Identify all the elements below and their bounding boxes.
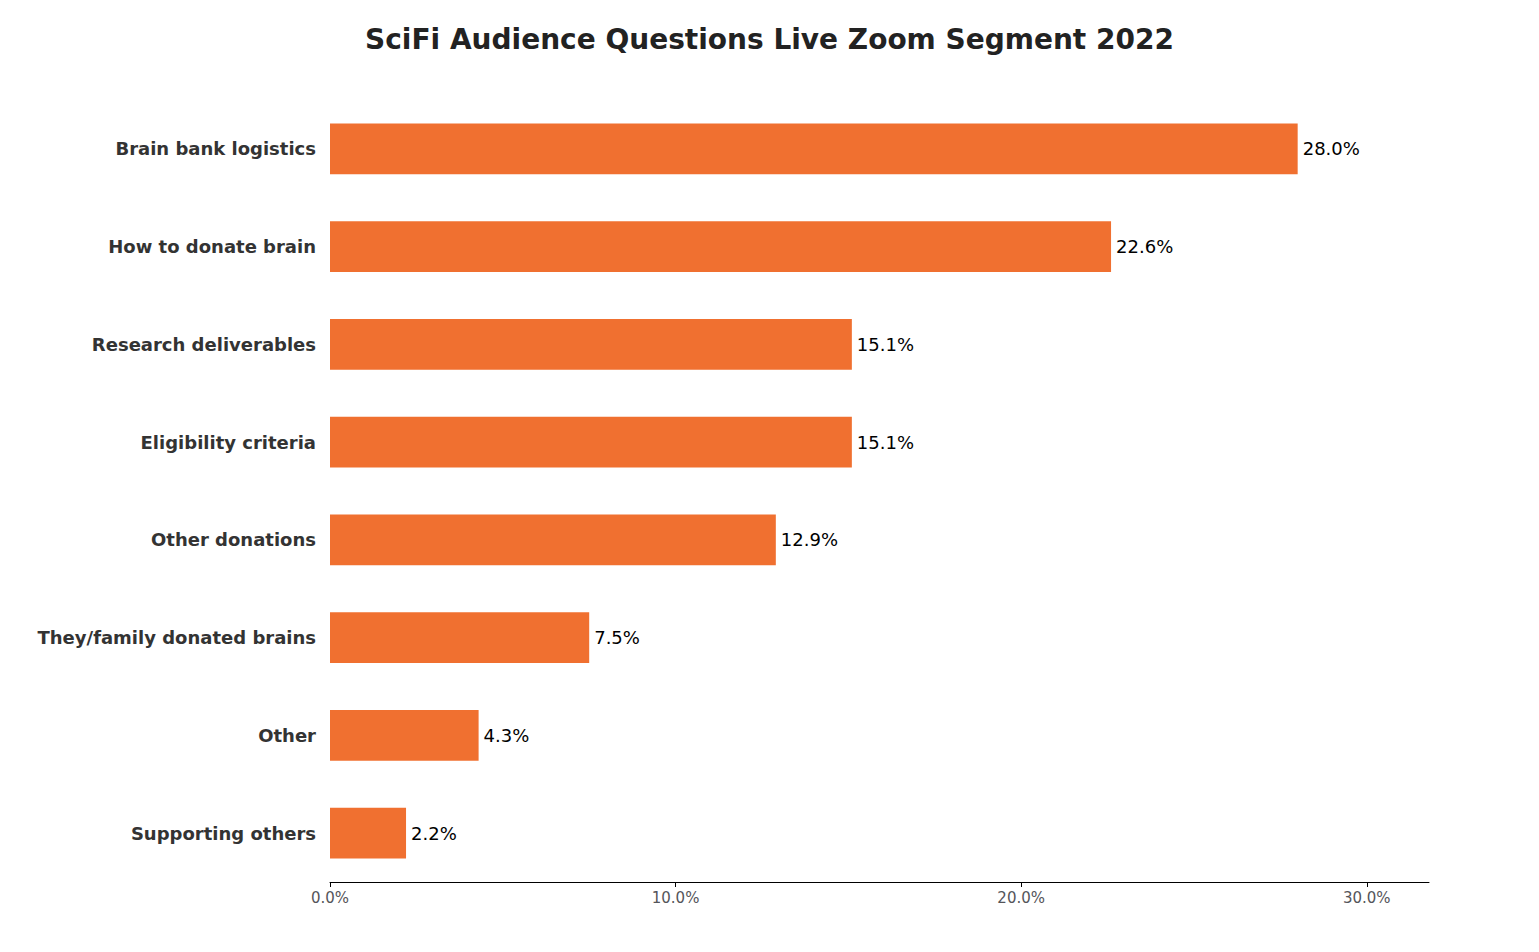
svg-text:0.0%: 0.0% (311, 889, 349, 907)
svg-text:How to donate brain: How to donate brain (108, 236, 316, 257)
svg-text:Supporting others: Supporting others (131, 823, 316, 844)
svg-text:They/family donated brains: They/family donated brains (38, 627, 316, 648)
svg-text:15.1%: 15.1% (857, 334, 914, 355)
svg-text:20.0%: 20.0% (997, 889, 1045, 907)
svg-text:Eligibility criteria: Eligibility criteria (141, 432, 316, 453)
svg-text:Research deliverables: Research deliverables (92, 334, 316, 355)
svg-text:15.1%: 15.1% (857, 432, 914, 453)
svg-text:Brain bank logistics: Brain bank logistics (115, 138, 316, 159)
svg-text:4.3%: 4.3% (484, 725, 530, 746)
svg-text:30.0%: 30.0% (1343, 889, 1391, 907)
svg-text:Other donations: Other donations (151, 529, 316, 550)
svg-text:28.0%: 28.0% (1303, 138, 1360, 159)
svg-text:12.9%: 12.9% (781, 529, 838, 550)
svg-text:Other: Other (258, 725, 316, 746)
svg-text:2.2%: 2.2% (411, 823, 457, 844)
svg-text:22.6%: 22.6% (1116, 236, 1173, 257)
svg-text:7.5%: 7.5% (594, 627, 640, 648)
svg-text:SciFi Audience Questions Live: SciFi Audience Questions Live Zoom Segme… (365, 23, 1174, 56)
svg-text:10.0%: 10.0% (652, 889, 700, 907)
